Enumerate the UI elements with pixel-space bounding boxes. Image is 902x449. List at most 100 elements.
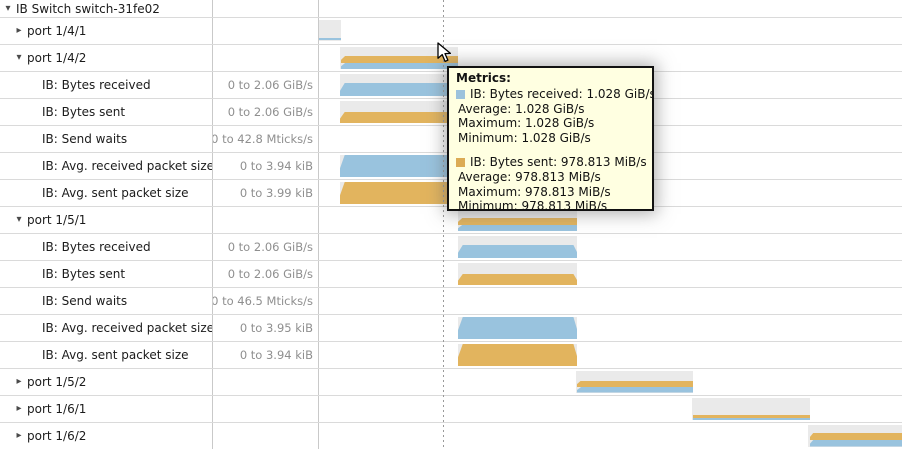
tooltip-line: Average: 1.028 GiB/s	[458, 101, 585, 116]
collapse-arrow-icon[interactable]: ▾	[16, 214, 22, 225]
timeline-cell-port-1-4-2-avg-sent-packet-size[interactable]	[319, 180, 902, 206]
sent-metric-bar[interactable]	[458, 218, 577, 225]
tree-row-port-1-5-1-avg-sent-packet-size[interactable]: IB: Avg. sent packet size 0 to 3.94 kiB	[0, 342, 902, 369]
sent-metric-bar[interactable]	[810, 433, 902, 440]
tree-cell-port-1-4-2-bytes-received[interactable]: IB: Bytes received	[0, 72, 213, 98]
timeline-cell-port-1-5-1-avg-received-packet-size[interactable]	[319, 315, 902, 341]
received-metric-bar[interactable]	[577, 387, 693, 393]
tree-row-port-1-5-1-bytes-received[interactable]: IB: Bytes received 0 to 2.06 GiB/s	[0, 234, 902, 261]
tree-row-label: IB: Avg. sent packet size	[42, 348, 189, 362]
received-metric-bar[interactable]	[810, 440, 902, 447]
tree-cell-port-1-5-1-avg-received-packet-size[interactable]: IB: Avg. received packet size	[0, 315, 213, 341]
value-range-label	[213, 369, 319, 395]
value-range-label	[213, 207, 319, 233]
tree-row-port-1-5-1-bytes-sent[interactable]: IB: Bytes sent 0 to 2.06 GiB/s	[0, 261, 902, 288]
tree-row-port-1-5-1[interactable]: ▾ port 1/5/1	[0, 207, 902, 234]
timeline-cell-port-1-5-1[interactable]	[319, 207, 902, 233]
timeline-cell-port-1-5-1-send-waits[interactable]	[319, 288, 902, 314]
value-range-label: 0 to 3.94 kiB	[213, 153, 319, 179]
tree-row-label: IB: Bytes sent	[42, 105, 126, 119]
tree-row-label: port 1/4/1	[27, 24, 87, 38]
received-metric-bar[interactable]	[693, 417, 810, 420]
sent-metric-bar[interactable]	[577, 380, 693, 387]
tree-cell-port-1-5-1-bytes-sent[interactable]: IB: Bytes sent	[0, 261, 213, 287]
timeline-cell-port-1-5-2[interactable]	[319, 369, 902, 395]
tooltip-line: Minimum: 1.028 GiB/s	[458, 131, 591, 146]
timeline-cell-port-1-5-1-bytes-sent[interactable]	[319, 261, 902, 287]
value-range-label: 0 to 2.06 GiB/s	[213, 261, 319, 287]
tree-cell-port-1-5-1[interactable]: ▾ port 1/5/1	[0, 207, 213, 233]
tree-row-label: port 1/4/2	[27, 51, 87, 65]
received-metric-bar[interactable]	[319, 37, 341, 40]
tree-cell-port-1-5-1-avg-sent-packet-size[interactable]: IB: Avg. sent packet size	[0, 342, 213, 368]
tree-cell-port-1-5-1-bytes-received[interactable]: IB: Bytes received	[0, 234, 213, 260]
tree-row-switch-31fe02[interactable]: ▾ IB Switch switch-31fe02	[0, 0, 902, 18]
timeline-cell-switch-31fe02[interactable]	[319, 0, 902, 17]
tooltip-line: IB: Bytes sent: 978.813 MiB/s	[456, 155, 647, 170]
tree-cell-port-1-4-2-avg-received-packet-size[interactable]: IB: Avg. received packet size	[0, 153, 213, 179]
tree-row-port-1-5-1-avg-received-packet-size[interactable]: IB: Avg. received packet size 0 to 3.95 k…	[0, 315, 902, 342]
tree-row-port-1-6-2[interactable]: ▸ port 1/6/2	[0, 423, 902, 449]
sent-metric-bar[interactable]	[341, 56, 458, 63]
value-range-label: 0 to 42.8 Mticks/s	[213, 126, 319, 152]
value-range-label	[213, 18, 319, 44]
tree-row-port-1-4-1[interactable]: ▸ port 1/4/1	[0, 18, 902, 45]
tree-cell-port-1-4-2-send-waits[interactable]: IB: Send waits	[0, 126, 213, 152]
received-metric-bar[interactable]	[340, 83, 458, 96]
tree-row-port-1-5-2[interactable]: ▸ port 1/5/2	[0, 369, 902, 396]
value-range-label	[213, 423, 319, 449]
timeline-cell-port-1-4-2-bytes-received[interactable]	[319, 72, 902, 98]
tree-row-port-1-5-1-send-waits[interactable]: IB: Send waits 0 to 46.5 Mticks/s	[0, 288, 902, 315]
received-metric-bar[interactable]	[458, 317, 577, 339]
tree-cell-port-1-4-1[interactable]: ▸ port 1/4/1	[0, 18, 213, 44]
time-guide-line	[443, 0, 444, 449]
received-metric-bar[interactable]	[458, 245, 577, 258]
timeline-cell-port-1-4-2-bytes-sent[interactable]	[319, 99, 902, 125]
value-range-label: 0 to 3.95 kiB	[213, 315, 319, 341]
tree-row-label: IB Switch switch-31fe02	[16, 1, 160, 16]
tree-cell-port-1-5-1-send-waits[interactable]: IB: Send waits	[0, 288, 213, 314]
timeline-cell-port-1-5-1-avg-sent-packet-size[interactable]	[319, 342, 902, 368]
expand-arrow-icon[interactable]: ▸	[16, 430, 22, 441]
tree-cell-port-1-6-2[interactable]: ▸ port 1/6/2	[0, 423, 213, 449]
received-metric-bar[interactable]	[340, 155, 458, 177]
tree-cell-port-1-4-2-bytes-sent[interactable]: IB: Bytes sent	[0, 99, 213, 125]
sent-metric-bar[interactable]	[340, 182, 458, 204]
received-metric-bar[interactable]	[458, 225, 577, 231]
timeline-cell-port-1-6-1[interactable]	[319, 396, 902, 422]
tooltip-groups: IB: Bytes received: 1.028 GiB/s Average: …	[456, 87, 652, 209]
tree-row-port-1-6-1[interactable]: ▸ port 1/6/1	[0, 396, 902, 423]
tooltip-line: Maximum: 978.813 MiB/s	[458, 184, 611, 199]
tooltip-line: Maximum: 1.028 GiB/s	[458, 116, 595, 131]
sent-metric-bar[interactable]	[458, 344, 577, 366]
expand-arrow-icon[interactable]: ▸	[16, 25, 22, 36]
mouse-cursor-icon	[437, 42, 452, 63]
expand-arrow-icon[interactable]: ▸	[16, 376, 22, 387]
value-range-label: 0 to 2.06 GiB/s	[213, 234, 319, 260]
tree-cell-port-1-5-2[interactable]: ▸ port 1/5/2	[0, 369, 213, 395]
sent-metric-bar[interactable]	[693, 414, 810, 418]
value-range-label: 0 to 3.94 kiB	[213, 342, 319, 368]
timeline-cell-port-1-6-2[interactable]	[319, 423, 902, 449]
timeline-cell-port-1-4-2-avg-received-packet-size[interactable]	[319, 153, 902, 179]
blue-series-swatch-icon	[456, 89, 465, 99]
sent-metric-bar[interactable]	[458, 274, 577, 285]
collapse-arrow-icon[interactable]: ▾	[5, 2, 11, 14]
expand-arrow-icon[interactable]: ▸	[16, 403, 22, 414]
tooltip-metric-group: IB: Bytes received: 1.028 GiB/s Average: …	[456, 87, 652, 146]
value-range-label: 0 to 3.99 kiB	[213, 180, 319, 206]
received-metric-bar[interactable]	[341, 63, 458, 69]
collapse-arrow-icon[interactable]: ▾	[16, 52, 22, 63]
timeline-cell-port-1-4-2[interactable]	[319, 45, 902, 71]
tree-cell-port-1-4-2-avg-sent-packet-size[interactable]: IB: Avg. sent packet size	[0, 180, 213, 206]
tree-row-label: IB: Avg. received packet size	[42, 159, 213, 173]
tree-cell-port-1-4-2[interactable]: ▾ port 1/4/2	[0, 45, 213, 71]
timeline-cell-port-1-4-1[interactable]	[319, 18, 902, 44]
tree-cell-port-1-6-1[interactable]: ▸ port 1/6/1	[0, 396, 213, 422]
timeline-cell-port-1-5-1-bytes-received[interactable]	[319, 234, 902, 260]
activity-block[interactable]	[319, 20, 341, 41]
tree-cell-switch-31fe02[interactable]: ▾ IB Switch switch-31fe02	[0, 0, 213, 17]
value-range-label	[213, 0, 319, 17]
value-range-label	[213, 396, 319, 422]
sent-metric-bar[interactable]	[340, 112, 458, 123]
